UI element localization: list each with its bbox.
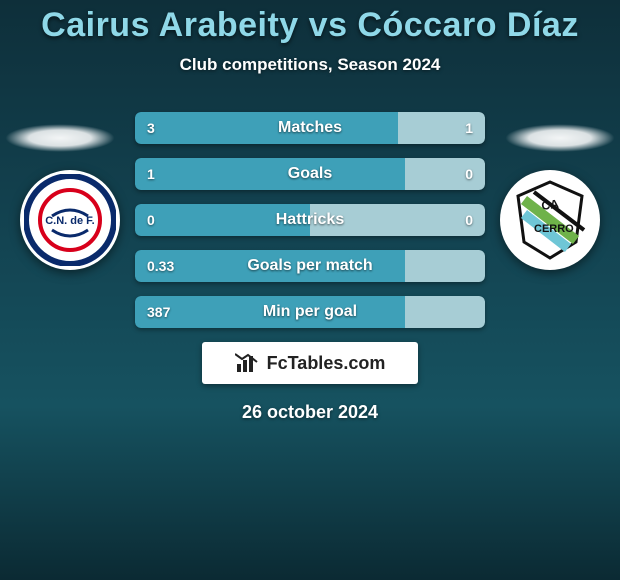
stat-label: Min per goal <box>135 296 485 328</box>
crest-left: C.N. de F. <box>20 170 120 270</box>
stat-label: Matches <box>135 112 485 144</box>
comparison-card: Cairus Arabeity vs Cóccaro Díaz Club com… <box>0 0 620 580</box>
stat-value-right: 0 <box>465 204 473 236</box>
stat-label: Goals per match <box>135 250 485 282</box>
svg-text:CA: CA <box>540 197 559 213</box>
halo-left <box>5 124 115 152</box>
page-subtitle: Club competitions, Season 2024 <box>0 55 620 75</box>
cerro-crest-icon: CA CERRO <box>504 174 596 266</box>
branding-text: FcTables.com <box>267 353 386 374</box>
date-text: 26 october 2024 <box>0 402 620 423</box>
stat-value-right: 1 <box>465 112 473 144</box>
svg-text:C.N. de F.: C.N. de F. <box>45 215 95 227</box>
stat-row: 1 Goals 0 <box>135 158 485 190</box>
halo-right <box>505 124 615 152</box>
stat-row: 0 Hattricks 0 <box>135 204 485 236</box>
stat-value-right: 0 <box>465 158 473 190</box>
stat-row: 0.33 Goals per match <box>135 250 485 282</box>
page-title: Cairus Arabeity vs Cóccaro Díaz <box>0 0 620 45</box>
stat-label: Goals <box>135 158 485 190</box>
crest-right: CA CERRO <box>500 170 600 270</box>
content-area: C.N. de F. CA CERRO 3 Matches 1 <box>0 112 620 423</box>
bar-chart-icon <box>235 352 261 374</box>
branding-badge: FcTables.com <box>202 342 418 384</box>
nacional-crest-icon: C.N. de F. <box>24 174 116 266</box>
stat-row: 3 Matches 1 <box>135 112 485 144</box>
stat-bars: 3 Matches 1 1 Goals 0 0 Hattricks 0 <box>135 112 485 328</box>
stat-label: Hattricks <box>135 204 485 236</box>
svg-text:CERRO: CERRO <box>534 223 574 235</box>
stat-row: 387 Min per goal <box>135 296 485 328</box>
